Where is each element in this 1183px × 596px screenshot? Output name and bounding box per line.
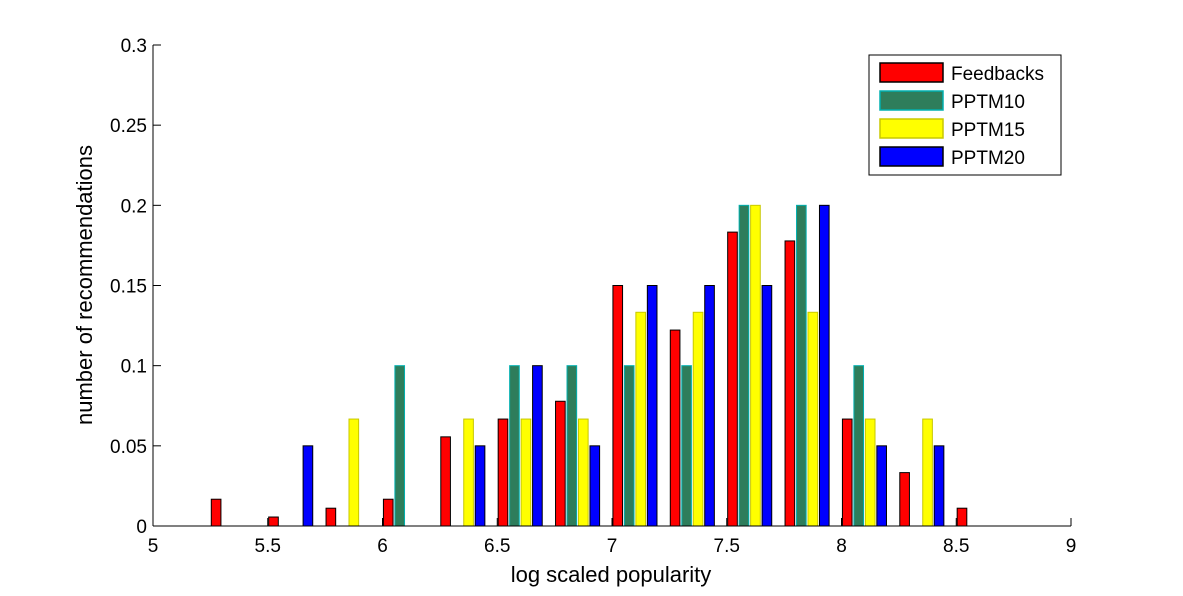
bar-pptm15-10	[750, 204, 761, 527]
y-tick-label-3: 0.15	[110, 277, 147, 298]
x-tick-label-7: 8.5	[943, 536, 969, 557]
bar-feedbacks-14	[956, 507, 968, 527]
bar-feedbacks-5	[440, 436, 451, 527]
x-axis-label: log scaled popularity	[511, 562, 712, 587]
legend-label-1: PPTM10	[951, 92, 1025, 113]
bar-feedbacks-3	[325, 507, 337, 527]
bar-pptm20-5	[474, 445, 486, 527]
x-tick-label-4: 7	[607, 536, 618, 557]
x-tick-label-3: 6.5	[484, 536, 510, 557]
legend-swatch-3	[879, 146, 944, 167]
legend-swatch-1	[879, 90, 944, 111]
legend-swatch-2	[879, 118, 944, 139]
bar-pptm15-13	[922, 418, 933, 527]
x-tick-label-6: 8	[836, 536, 847, 557]
bar-feedbacks-6	[497, 418, 509, 527]
bar-feedbacks-4	[382, 498, 394, 527]
bar-pptm10-7	[566, 365, 578, 527]
bar-pptm15-11	[807, 311, 819, 527]
bar-feedbacks-8	[612, 285, 624, 527]
bar-pptm15-9	[692, 311, 704, 527]
bar-pptm10-9	[681, 365, 692, 527]
y-axis-label: number of recommendations	[72, 145, 97, 425]
legend-label-3: PPTM20	[951, 148, 1025, 169]
legend-label-2: PPTM15	[951, 120, 1025, 141]
bar-feedbacks-9	[669, 329, 681, 527]
bars-layer	[210, 204, 968, 527]
x-tick-label-0: 5	[148, 536, 159, 557]
bar-pptm20-13	[933, 445, 945, 527]
legend: Feedbacks PPTM10 PPTM15 PPTM20	[868, 54, 1062, 176]
bar-pptm20-8	[646, 285, 658, 527]
bar-pptm20-9	[704, 285, 715, 527]
bar-pptm15-6	[520, 418, 532, 527]
x-tick-label-2: 6	[377, 536, 388, 557]
bar-pptm15-5	[463, 418, 474, 527]
bar-pptm10-12	[853, 365, 865, 527]
bar-pptm15-3	[348, 418, 360, 527]
bar-pptm15-7	[577, 418, 589, 527]
bar-pptm20-6	[532, 365, 543, 527]
x-tick-label-8: 9	[1066, 536, 1077, 557]
y-tick-label-2: 0.1	[121, 357, 147, 378]
legend-label-0: Feedbacks	[951, 64, 1044, 85]
y-tick-label-4: 0.2	[121, 196, 147, 217]
bar-feedbacks-1	[210, 498, 222, 527]
bar-pptm10-4	[394, 365, 406, 527]
bar-feedbacks-12	[841, 418, 853, 527]
bar-feedbacks-13	[899, 472, 910, 527]
bar-pptm20-7	[589, 445, 601, 527]
bar-pptm15-8	[635, 311, 647, 527]
y-tick-label-5: 0.25	[110, 116, 147, 137]
bar-pptm20-11	[818, 204, 830, 527]
bar-pptm20-2	[302, 445, 314, 527]
bar-pptm10-10	[738, 204, 750, 527]
x-tick-label-1: 5.5	[255, 536, 281, 557]
bar-pptm20-12	[876, 445, 887, 527]
bar-feedbacks-2	[268, 516, 279, 527]
x-tick-label-5: 7.5	[714, 536, 740, 557]
bar-feedbacks-10	[727, 231, 738, 527]
y-tick-label-0: 0	[136, 517, 147, 538]
bar-pptm10-11	[796, 204, 807, 527]
axes-layer: 5 5.5 6 6.5 7 7.5 8 8.5 9 0 0.05 0.1 0.15 0.2 0.25 0.3	[110, 36, 1076, 557]
bar-pptm15-12	[864, 418, 876, 527]
bar-pptm20-10	[761, 285, 773, 527]
bar-pptm10-8	[623, 365, 635, 527]
legend-swatch-0	[879, 62, 944, 83]
bar-feedbacks-7	[555, 400, 566, 527]
y-tick-label-6: 0.3	[121, 36, 147, 57]
bar-feedbacks-11	[784, 240, 796, 527]
bar-pptm10-6	[509, 365, 520, 527]
y-tick-label-1: 0.05	[110, 437, 147, 458]
